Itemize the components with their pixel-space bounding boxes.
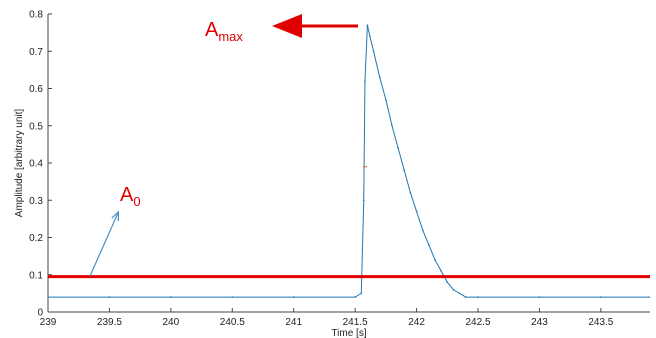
- y-tick-label: 0.5: [29, 121, 43, 132]
- signal-point: [364, 80, 366, 82]
- signal-line-segment: [434, 259, 442, 272]
- y-tick-label: 0.3: [29, 196, 43, 207]
- signal-point: [477, 296, 479, 298]
- signal-line-segment: [366, 24, 371, 37]
- x-tick-label: 242: [408, 317, 425, 328]
- signal-line-segment: [391, 125, 399, 149]
- x-tick-label: 240: [163, 317, 180, 328]
- signal-point: [170, 296, 172, 298]
- signal-point: [385, 98, 387, 101]
- y-tick-label: 0.1: [29, 270, 43, 281]
- signal-point: [434, 259, 436, 261]
- signal-point: [415, 210, 418, 213]
- signal-point: [458, 292, 461, 295]
- signal-line-segment: [385, 99, 393, 127]
- signal-point: [231, 296, 234, 298]
- signal-point: [464, 296, 467, 298]
- y-tick-label: 0.7: [29, 47, 43, 58]
- signal-point: [428, 244, 430, 246]
- signal-point: [600, 296, 602, 298]
- amax-annotation: Amax: [205, 14, 358, 44]
- a0-arrow: [89, 213, 118, 277]
- signal-point: [48, 296, 49, 298]
- amax-label-base: A: [205, 19, 219, 41]
- y-tick-label: 0: [37, 308, 43, 319]
- signal-point: [403, 169, 406, 172]
- amax-label-sub: max: [218, 29, 243, 44]
- signal-line-segment: [409, 192, 418, 212]
- signal-line-segment: [428, 244, 436, 261]
- signal-point: [446, 281, 449, 284]
- signal-point: [108, 296, 111, 298]
- signal-line-segment: [422, 229, 430, 246]
- signal-line-segment: [446, 281, 454, 291]
- signal-line-segment: [364, 24, 368, 82]
- signal-point: [369, 35, 371, 38]
- a0-annotation: A0: [89, 184, 141, 277]
- y-tick-label: 0.6: [29, 84, 43, 95]
- x-tick-label: 239.5: [97, 317, 122, 328]
- x-tick-label: 242.5: [465, 317, 490, 328]
- x-tick-label: 241: [285, 317, 302, 328]
- signal-line-segment: [379, 76, 387, 101]
- signal-point: [354, 296, 356, 298]
- signal-line-segment: [397, 147, 405, 171]
- signal-line-segment: [416, 210, 424, 231]
- y-tick-label: 0.2: [29, 233, 43, 244]
- signal-point: [391, 124, 393, 127]
- signal-line-segment: [363, 80, 366, 201]
- signal-point: [452, 288, 455, 291]
- signal-line-segment: [373, 50, 381, 78]
- signal-point: [649, 296, 650, 298]
- x-tick-label: 243: [531, 317, 548, 328]
- signal-point: [440, 270, 442, 272]
- signal-line-segment: [403, 169, 411, 194]
- signal-point: [360, 292, 363, 295]
- y-tick-label: 0.8: [29, 10, 43, 21]
- a0-label-sub: 0: [133, 194, 140, 209]
- signal-line-segment: [459, 292, 467, 298]
- signal-point: [397, 147, 399, 149]
- a0-label-base: A: [120, 184, 134, 206]
- signal-point: [292, 296, 295, 298]
- signal-point: [362, 199, 365, 202]
- signal-point: [409, 192, 412, 194]
- x-tick-label: 239: [40, 317, 57, 328]
- x-axis-title: Time [s]: [331, 328, 366, 338]
- signal-line-segment: [369, 35, 375, 52]
- signal-point: [421, 229, 424, 231]
- signal-point: [366, 24, 369, 26]
- a0-label: A0: [120, 184, 141, 209]
- y-tick-label: 0.4: [29, 159, 43, 170]
- signal-line-segment: [354, 292, 362, 298]
- signal-point: [372, 50, 375, 53]
- signal-point: [538, 296, 541, 298]
- signal-line-segment: [360, 199, 365, 294]
- x-tick-label: 241.5: [343, 317, 368, 328]
- signal-line-segment: [452, 289, 461, 294]
- axes-frame: [47, 14, 650, 313]
- x-tick-label: 243.5: [588, 317, 613, 328]
- y-axis-title: Amplitude [arbitrary unit]: [14, 109, 25, 218]
- x-tick-label: 240.5: [220, 317, 245, 328]
- amax-label: Amax: [205, 19, 243, 44]
- signal-point: [378, 76, 381, 79]
